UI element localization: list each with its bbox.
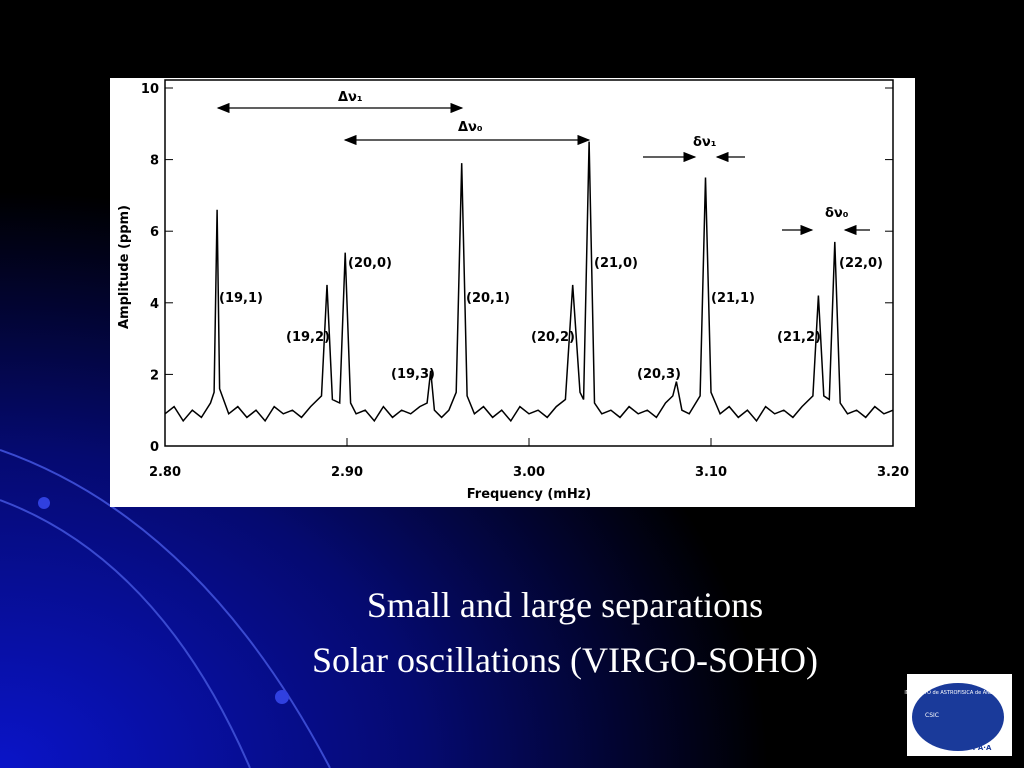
- annotation: (19,3): [391, 367, 435, 382]
- annotation: (21,2): [777, 330, 821, 345]
- y-axis-label: Amplitude (ppm): [117, 205, 132, 329]
- slide-title: Solar oscillations (VIRGO-SOHO): [312, 640, 818, 680]
- x-tick-label: 3.00: [513, 465, 545, 480]
- annotation: δν₀: [825, 206, 849, 221]
- x-tick-label: 2.90: [331, 465, 363, 480]
- x-tick-label: 2.80: [149, 465, 181, 480]
- slide-title: Small and large separations: [367, 585, 763, 625]
- annotation: (21,0): [594, 256, 638, 271]
- annotation: (20,2): [531, 330, 575, 345]
- annotation: δν₁: [693, 135, 716, 150]
- logo-text: I·A·A: [973, 744, 992, 752]
- decor-arc: [0, 449, 331, 768]
- decor-dot: [38, 497, 50, 509]
- x-tick-label: 3.20: [877, 465, 909, 480]
- y-tick-label: 2: [150, 368, 159, 383]
- spectrum-line: [164, 141, 894, 423]
- annotation: (21,1): [711, 291, 755, 306]
- annotation: (19,2): [286, 330, 330, 345]
- annotation: Δν₁: [338, 90, 363, 105]
- logo: [912, 683, 1004, 751]
- chart-panel: [110, 78, 915, 507]
- logo-text: CSIC: [925, 712, 939, 719]
- y-tick-label: 8: [150, 154, 159, 169]
- annotation: (20,1): [466, 291, 510, 306]
- x-tick-label: 3.10: [695, 465, 727, 480]
- decor-dot: [275, 690, 289, 704]
- annotation: (19,1): [219, 291, 263, 306]
- y-tick-label: 4: [150, 297, 159, 312]
- y-tick-label: 0: [150, 440, 159, 455]
- annotation: (20,3): [637, 367, 681, 382]
- x-axis-label: Frequency (mHz): [467, 487, 592, 502]
- decor-arc: [0, 499, 251, 768]
- chart: 0 2 4 6 8 10 2.80 2.90 3.00 3.10 3.20 Frequency (mH…: [117, 79, 909, 502]
- annotation: (20,0): [348, 256, 392, 271]
- y-tick-label: 6: [150, 225, 159, 240]
- annotation: Δν₀: [458, 120, 483, 135]
- logo-text: INSTITUTO de ASTROFISICA de ANDALUCIA: [904, 690, 1012, 696]
- y-tick-label: 10: [141, 82, 159, 97]
- annotation: (22,0): [839, 256, 883, 271]
